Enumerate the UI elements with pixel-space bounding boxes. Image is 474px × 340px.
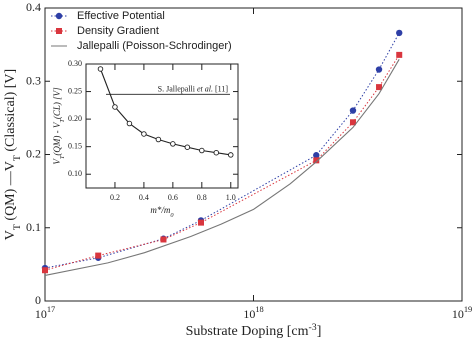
x-tick-label-text: 10 bbox=[452, 307, 464, 321]
y-tick-label-text: 0.30 bbox=[68, 59, 82, 68]
label-part: (Classical) [V] bbox=[3, 69, 18, 155]
inset-frame bbox=[85, 63, 239, 189]
label-part: (QM) —V bbox=[3, 161, 18, 224]
y-tick-label: 0.3 bbox=[26, 73, 41, 87]
x-tick-label: 0.8 bbox=[197, 193, 207, 202]
y-tick-label: 0.20 bbox=[68, 114, 82, 123]
y-tick-label: 0.2 bbox=[26, 146, 41, 160]
y-tick-label-text: 0.2 bbox=[26, 146, 41, 160]
y-tick-label-text: 0.20 bbox=[68, 114, 82, 123]
label-part: (CL) [V] bbox=[52, 87, 62, 119]
marker bbox=[199, 147, 205, 154]
x-tick-label: 0.4 bbox=[139, 193, 149, 202]
axis-label: VT (QM) —VT (Classical) [V] bbox=[3, 69, 23, 240]
marker bbox=[396, 29, 403, 37]
label-part: Substrate Doping [cm bbox=[186, 324, 309, 339]
y-tick-label-text: 0 bbox=[35, 293, 41, 307]
y-tick-label: 0.15 bbox=[68, 141, 82, 150]
marker bbox=[197, 219, 204, 226]
label-part: T bbox=[12, 224, 23, 230]
x-tick-label-text: 0.8 bbox=[197, 193, 207, 202]
marker bbox=[184, 144, 191, 150]
x-tick-label-text: 10 bbox=[35, 307, 47, 321]
label-part: 0 bbox=[170, 212, 174, 219]
x-tick-label: 1018 bbox=[243, 305, 263, 320]
legend-label: Jallepalli (Poisson-Schrodinger) bbox=[77, 40, 232, 52]
label-part: T bbox=[12, 155, 23, 161]
x-tick-label-text: 0.4 bbox=[139, 193, 149, 202]
y-tick-label-text: 0.10 bbox=[68, 169, 82, 178]
x-tick-label-text: 1.0 bbox=[226, 193, 236, 202]
x-tick-label-text: 10 bbox=[243, 307, 255, 321]
label-part: T bbox=[59, 119, 66, 123]
legend-label: Effective Potential bbox=[77, 10, 165, 22]
marker bbox=[170, 141, 176, 147]
x-tick-label: 0.2 bbox=[110, 193, 120, 202]
axis-label: Substrate Doping [cm-3] bbox=[186, 322, 322, 340]
label-part: T bbox=[59, 155, 66, 159]
x-tick-label: 1019 bbox=[452, 305, 472, 320]
marker bbox=[155, 136, 162, 143]
marker bbox=[313, 157, 320, 164]
y-tick-label: 0.30 bbox=[68, 59, 82, 68]
label-part: et al. bbox=[197, 84, 213, 93]
legend-label: Density Gradient bbox=[77, 25, 159, 37]
marker bbox=[141, 131, 147, 137]
axis-label: m*/m0 bbox=[150, 205, 174, 219]
marker bbox=[376, 84, 383, 91]
marker bbox=[396, 51, 403, 58]
y-tick-label-text: 0.15 bbox=[68, 141, 82, 150]
marker bbox=[42, 267, 48, 274]
legend-marker bbox=[55, 12, 63, 20]
y-tick-label: 0.25 bbox=[68, 86, 82, 95]
marker bbox=[313, 152, 320, 159]
x-tick-label: 0.6 bbox=[168, 193, 178, 202]
marker bbox=[95, 252, 102, 259]
y-tick-label-text: 0.3 bbox=[26, 73, 41, 87]
x-tick-label-exponent: 19 bbox=[464, 305, 472, 314]
label-part: (QM) - V bbox=[52, 121, 62, 155]
marker bbox=[97, 66, 104, 72]
marker bbox=[228, 152, 234, 158]
series-line bbox=[44, 59, 400, 276]
x-tick-label-exponent: 17 bbox=[47, 305, 55, 314]
marker bbox=[349, 119, 356, 126]
series-line bbox=[99, 68, 231, 156]
label-part: [11] bbox=[213, 84, 228, 93]
marker bbox=[349, 107, 357, 114]
label-part: -3 bbox=[309, 322, 317, 333]
label-part: V bbox=[52, 158, 62, 165]
label-part: S. Jallepalli bbox=[158, 84, 197, 93]
marker bbox=[213, 149, 220, 156]
label-part: ] bbox=[317, 324, 322, 339]
x-tick-label-text: 0.6 bbox=[168, 193, 178, 202]
marker bbox=[126, 120, 133, 127]
axis-label: S. Jallepalli et al. [11] bbox=[158, 84, 229, 93]
x-tick-label-exponent: 18 bbox=[255, 305, 263, 314]
label-part: m*/m bbox=[150, 205, 171, 215]
x-tick-label: 1.0 bbox=[226, 193, 236, 202]
x-tick-label-text: 0.2 bbox=[110, 193, 120, 202]
y-tick-label: 0 bbox=[35, 293, 41, 307]
marker bbox=[112, 104, 118, 110]
y-tick-label: 0.4 bbox=[26, 0, 41, 14]
y-tick-label: 0.10 bbox=[68, 169, 82, 178]
axis-label: VT(QM) - VT(CL) [V] bbox=[52, 87, 66, 165]
y-tick-label-text: 0.1 bbox=[26, 220, 41, 234]
marker bbox=[160, 236, 167, 243]
marker bbox=[375, 66, 383, 73]
label-part: V bbox=[3, 230, 18, 240]
legend-marker bbox=[56, 28, 62, 34]
y-tick-label-text: 0.4 bbox=[26, 0, 41, 14]
x-tick-label: 1017 bbox=[35, 305, 55, 320]
y-tick-label: 0.1 bbox=[26, 220, 41, 234]
y-tick-label-text: 0.25 bbox=[68, 86, 82, 95]
